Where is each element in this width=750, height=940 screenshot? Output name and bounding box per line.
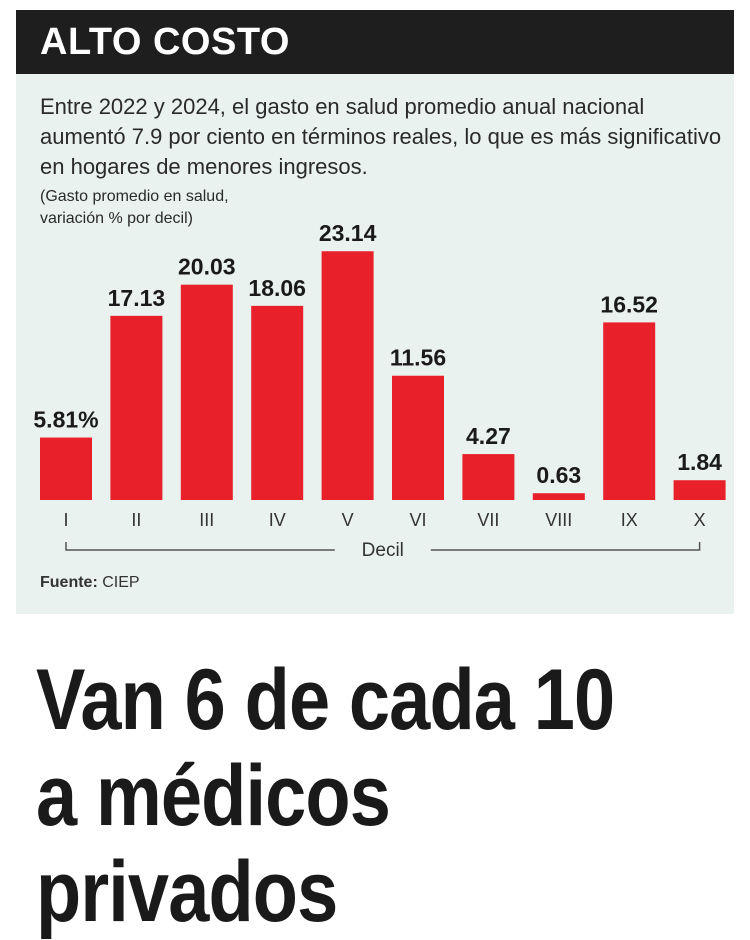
source-value: CIEP [102, 574, 140, 591]
data-label-X: 1.84 [677, 449, 722, 475]
chart-subtitle-line-1: (Gasto promedio en salud, [40, 188, 229, 205]
headline-line-1: Van 6 de cada 10 [36, 652, 615, 748]
data-label-III: 20.03 [178, 254, 236, 280]
tick-label-VII: VII [477, 510, 499, 530]
section-title: ALTO COSTO [40, 20, 290, 63]
data-label-VIII: 0.63 [536, 462, 581, 488]
data-label-VII: 4.27 [466, 423, 511, 449]
tick-label-II: II [131, 510, 141, 530]
data-label-IV: 18.06 [248, 275, 306, 301]
bar-chart: 5.81% I 17.13 II 20.03 III 18.06 IV 23.14 V 11.56 V… [33, 220, 726, 561]
chart-subtitle-line-2: variación % por decil) [40, 210, 193, 227]
bar-II [110, 315, 163, 500]
source-label: Fuente: [40, 574, 98, 591]
tick-label-VI: VI [409, 510, 426, 530]
bar-VIII [532, 493, 585, 500]
bar-VI [392, 375, 444, 500]
tick-label-IX: IX [621, 510, 638, 530]
bar-III [180, 284, 233, 500]
data-label-VI: 11.56 [390, 345, 446, 371]
tick-label-VIII: VIII [545, 510, 572, 530]
tick-label-IV: IV [269, 510, 286, 530]
tick-label-V: V [342, 510, 354, 530]
data-label-V: 23.14 [319, 220, 377, 246]
headline-line-2: a médicos privados [36, 748, 391, 940]
chart-subtitle: (Gasto promedio en salud, variación % po… [40, 186, 360, 230]
section-header: ALTO COSTO [16, 10, 734, 74]
bar-X [673, 480, 726, 500]
chart-description: Entre 2022 y 2024, el gasto en salud pro… [40, 94, 722, 179]
data-label-IX: 16.52 [600, 291, 658, 317]
bar-V [321, 251, 374, 500]
tick-label-X: X [694, 510, 706, 530]
data-label-II: 17.13 [108, 285, 166, 311]
tick-label-III: III [199, 510, 214, 530]
x-axis-label: Decil [362, 540, 404, 561]
data-label-I: 5.81% [33, 407, 98, 433]
tick-label-I: I [63, 510, 68, 530]
x-axis-bracket [65, 542, 701, 551]
bar-IV [251, 305, 304, 500]
bar-IX [603, 322, 656, 500]
chart-panel: Entre 2022 y 2024, el gasto en salud pro… [16, 74, 734, 614]
headline: Van 6 de cada 10 a médicos privados [36, 652, 638, 940]
bar-I [40, 437, 92, 500]
bar-VII [462, 454, 515, 500]
source-note: Fuente: CIEP [40, 574, 140, 592]
